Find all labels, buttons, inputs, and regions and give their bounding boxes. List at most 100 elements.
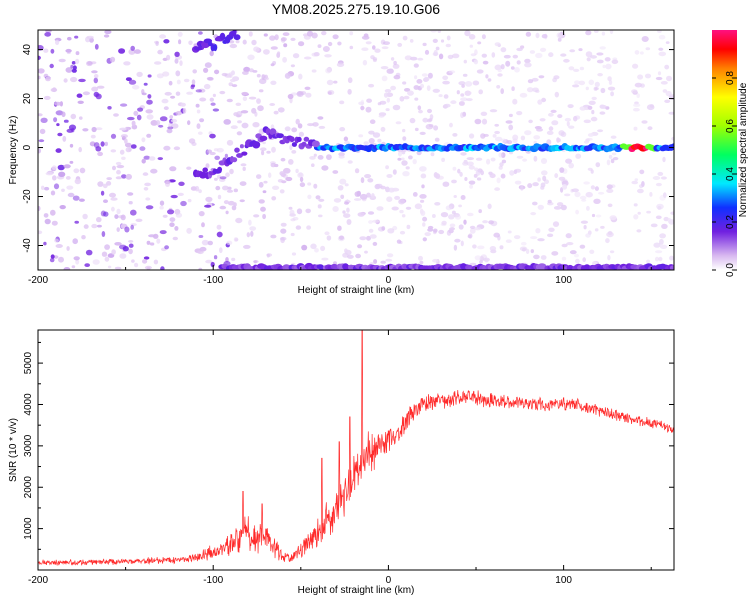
heatmap-speckle bbox=[478, 209, 483, 214]
heatmap-speckle bbox=[589, 249, 595, 254]
heatmap-speckle bbox=[69, 143, 74, 148]
heatmap-speckle bbox=[325, 67, 332, 74]
heatmap-speckle bbox=[119, 253, 127, 259]
heatmap-speckle bbox=[156, 73, 164, 79]
heatmap-speckle bbox=[482, 60, 489, 65]
heatmap-speckle bbox=[321, 165, 329, 171]
heatmap-speckle bbox=[347, 77, 353, 84]
heatmap-speckle bbox=[187, 120, 191, 126]
heatmap-speckle bbox=[525, 248, 530, 254]
heatmap-speckle bbox=[233, 237, 239, 242]
heatmap-speckle bbox=[43, 241, 47, 246]
heatmap-speckle bbox=[236, 131, 243, 136]
heatmap-speckle bbox=[134, 49, 141, 54]
heatmap-speckle bbox=[610, 91, 614, 97]
heatmap-speckle bbox=[235, 102, 242, 107]
heatmap-speckle bbox=[445, 205, 453, 211]
heatmap-speckle bbox=[291, 127, 298, 133]
heatmap-speckle bbox=[102, 183, 108, 189]
heatmap-speckle bbox=[641, 36, 649, 42]
heatmap-speckle bbox=[599, 46, 606, 50]
heatmap-speckle bbox=[574, 80, 580, 85]
heatmap-speckle bbox=[610, 158, 615, 164]
heatmap-speckle bbox=[459, 171, 463, 177]
heatmap-speckle bbox=[633, 126, 638, 131]
snr-x-tick-label: 100 bbox=[555, 575, 572, 586]
heatmap-speckle bbox=[480, 133, 486, 139]
heatmap-speckle bbox=[495, 136, 503, 142]
heatmap-speckle bbox=[395, 121, 402, 125]
snr-frame bbox=[37, 329, 675, 571]
heatmap-speckle bbox=[535, 228, 541, 234]
heatmap-speckle bbox=[153, 259, 159, 265]
heatmap-trace-blob bbox=[232, 30, 237, 36]
heatmap-speckle bbox=[177, 31, 183, 37]
heatmap-speckle bbox=[472, 244, 477, 249]
heatmap-speckle bbox=[637, 188, 644, 194]
heatmap-speckle bbox=[499, 245, 504, 250]
heatmap-speckle bbox=[139, 146, 146, 151]
heatmap-speckle bbox=[579, 106, 587, 111]
heatmap-speckle bbox=[571, 188, 579, 193]
heatmap-speckle bbox=[410, 56, 418, 61]
heatmap-speckle bbox=[322, 46, 330, 52]
heatmap-speckle bbox=[100, 141, 105, 147]
heatmap-speckle bbox=[668, 95, 674, 100]
heatmap-speckle bbox=[170, 118, 178, 123]
heatmap-speckle bbox=[143, 256, 150, 260]
heatmap-speckle bbox=[71, 61, 76, 65]
heatmap-speckle bbox=[512, 54, 518, 59]
heatmap-speckle bbox=[243, 66, 251, 73]
heatmap-speckle bbox=[95, 93, 102, 100]
heatmap-speckle bbox=[63, 119, 69, 123]
heatmap-speckle bbox=[103, 211, 109, 217]
heatmap-speckle bbox=[66, 246, 70, 251]
heatmap-speckle bbox=[540, 255, 547, 260]
heatmap-speckle bbox=[419, 194, 427, 199]
heatmap-speckle bbox=[107, 265, 112, 269]
heatmap-speckle bbox=[511, 86, 515, 91]
heatmap-speckle bbox=[258, 199, 265, 204]
heatmap-speckle bbox=[288, 159, 294, 165]
heatmap-speckle bbox=[148, 156, 156, 161]
heatmap-speckle bbox=[568, 162, 574, 169]
heatmap-speckle bbox=[556, 32, 563, 39]
heatmap-speckle bbox=[585, 30, 592, 36]
heatmap-speckle bbox=[111, 249, 116, 255]
heatmap-speckle bbox=[595, 162, 601, 168]
heatmap-speckle bbox=[579, 244, 586, 249]
heatmap-speckle bbox=[147, 74, 152, 78]
heatmap-speckle bbox=[460, 152, 467, 156]
heatmap-speckle bbox=[386, 196, 393, 202]
heatmap-speckle bbox=[460, 240, 464, 247]
heatmap-speckle bbox=[433, 125, 439, 131]
heatmap-speckle bbox=[337, 225, 342, 231]
heatmap-marks bbox=[38, 30, 674, 270]
heatmap-speckle bbox=[586, 205, 590, 211]
heatmap-speckle bbox=[71, 265, 76, 269]
heatmap-speckle bbox=[303, 56, 312, 60]
heatmap-speckle bbox=[393, 75, 401, 80]
heatmap-speckle bbox=[349, 45, 354, 50]
heatmap-speckle bbox=[364, 174, 372, 179]
heatmap-speckle bbox=[96, 217, 102, 223]
heatmap-speckle bbox=[537, 204, 544, 210]
snr-x-axis-label: Height of straight line (km) bbox=[298, 585, 415, 596]
heatmap-speckle bbox=[72, 195, 80, 201]
heatmap-speckle bbox=[438, 229, 445, 235]
heatmap-speckle bbox=[667, 217, 672, 224]
heatmap-speckle bbox=[520, 135, 526, 141]
heatmap-speckle bbox=[198, 189, 202, 194]
heatmap-speckle bbox=[524, 130, 532, 136]
heatmap-speckle bbox=[324, 231, 330, 236]
heatmap-speckle bbox=[519, 92, 528, 98]
heatmap-speckle bbox=[219, 205, 227, 210]
heatmap-speckle bbox=[168, 80, 173, 86]
heatmap-speckle bbox=[306, 30, 314, 37]
heatmap-speckle bbox=[252, 70, 258, 73]
heatmap-speckle bbox=[369, 234, 377, 239]
heatmap-speckle bbox=[424, 49, 430, 55]
heatmap-speckle bbox=[67, 36, 72, 41]
heatmap-speckle bbox=[611, 59, 619, 65]
heatmap-speckle bbox=[289, 209, 295, 216]
